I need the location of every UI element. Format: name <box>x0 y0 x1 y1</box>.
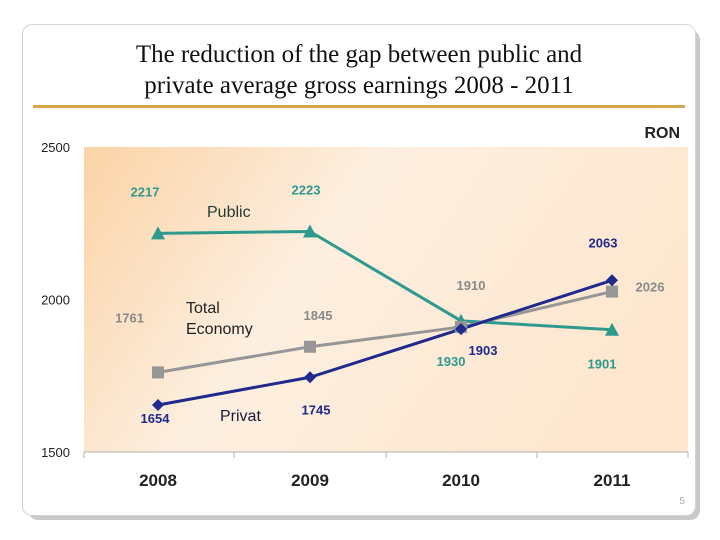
x-tick-labels: 2008 2009 2010 2011 <box>139 471 630 490</box>
y-tick-label: 1500 <box>41 445 70 460</box>
series-markers <box>151 224 619 412</box>
series-name-labels: Public Total Economy Privat <box>186 204 261 425</box>
plot-area <box>84 147 688 452</box>
slide-title: The reduction of the gap between public … <box>23 39 695 101</box>
unit-label: RON <box>644 125 680 142</box>
marker-private <box>606 274 618 287</box>
data-label-public: 2217 <box>131 184 160 199</box>
series-line-private <box>157 278 613 407</box>
marker-total-economy <box>606 285 618 298</box>
series-name-total-economy: Total Economy <box>186 300 253 338</box>
data-label-private: 1654 <box>141 411 171 426</box>
series-line-total-economy <box>157 290 613 374</box>
data-label-public: 1930 <box>437 354 466 369</box>
marker-public <box>303 224 317 238</box>
marker-private <box>152 399 164 412</box>
page-number: 5 <box>679 496 685 507</box>
data-label-total-economy: 1910 <box>457 278 486 293</box>
series-name-private: Privat <box>220 408 261 425</box>
data-label-private: 1745 <box>302 402 331 417</box>
series-line-public <box>157 229 613 332</box>
x-tick-label: 2009 <box>291 471 329 490</box>
marker-public <box>605 322 619 336</box>
marker-private <box>455 323 467 336</box>
marker-total-economy <box>152 366 164 379</box>
data-label-private: 1903 <box>469 343 498 358</box>
x-tick-label: 2010 <box>442 471 480 490</box>
series-name-public: Public <box>207 204 251 221</box>
marker-public <box>151 226 165 240</box>
x-tick-label: 2011 <box>594 471 631 490</box>
title-underline <box>33 105 685 108</box>
y-tick-label: 2500 <box>41 140 70 155</box>
data-label-total-economy: 1761 <box>115 310 144 325</box>
marker-total-economy <box>304 340 316 353</box>
y-tick-labels: 1500 2000 2500 <box>41 140 70 460</box>
data-label-public: 1901 <box>588 357 617 372</box>
slide-title-line-2: private average gross earnings 2008 - 20… <box>144 72 574 99</box>
x-tick-label: 2008 <box>139 471 177 490</box>
data-label-private: 2063 <box>589 235 618 250</box>
x-tick-marks <box>83 452 689 458</box>
y-tick-label: 2000 <box>41 293 70 308</box>
data-label-total-economy: 1845 <box>304 308 333 323</box>
slide-title-line-1: The reduction of the gap between public … <box>135 41 583 68</box>
marker-private <box>304 371 316 384</box>
series-lines <box>157 229 613 407</box>
data-labels: 2217 2223 1930 1901 1761 1845 1910 2026 1654 1745… <box>115 182 664 426</box>
data-label-public: 2223 <box>292 182 321 197</box>
data-label-total-economy: 2026 <box>636 280 665 295</box>
